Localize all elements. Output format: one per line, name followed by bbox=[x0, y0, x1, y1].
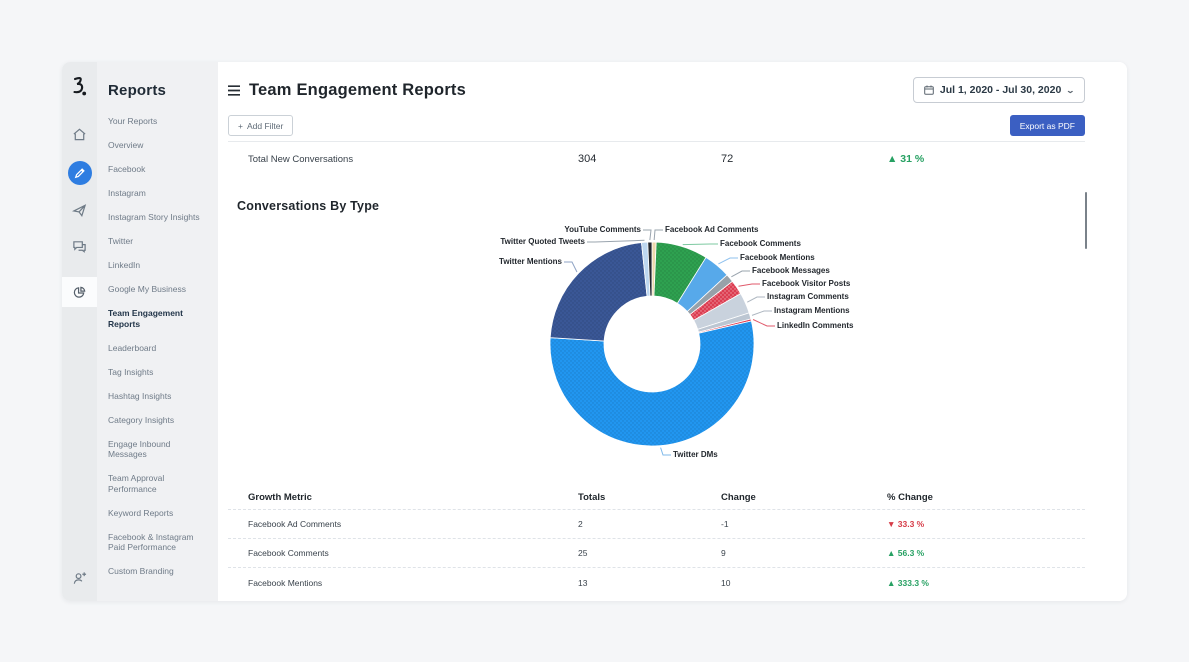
sidebar-item-keyword-reports[interactable]: Keyword Reports bbox=[108, 508, 218, 519]
summary-totals: 304 bbox=[578, 153, 721, 165]
sidebar-item-twitter[interactable]: Twitter bbox=[108, 236, 218, 247]
table-row: Facebook Ad Comments2-1▼ 33.3 % bbox=[228, 510, 1085, 539]
growth-table: Facebook Ad Comments2-1▼ 33.3 %Facebook … bbox=[228, 510, 1085, 597]
sidebar-item-team-approval-performance[interactable]: Team Approval Performance bbox=[108, 473, 218, 494]
slice-label-facebook-visitor-posts: Facebook Visitor Posts bbox=[762, 279, 850, 289]
rail-active-indicator bbox=[62, 277, 97, 307]
cell-metric: Facebook Ad Comments bbox=[248, 519, 578, 529]
cell-pct-change: ▲ 56.3 % bbox=[887, 548, 1085, 558]
slice-label-instagram-mentions: Instagram Mentions bbox=[774, 306, 850, 316]
sidebar-item-tag-insights[interactable]: Tag Insights bbox=[108, 367, 218, 378]
summary-pct-change: ▲ 31 % bbox=[887, 153, 1085, 165]
app-window: Reports Your Reports Overview Facebook Inst… bbox=[62, 62, 1127, 601]
sidebar-item-linkedin[interactable]: LinkedIn bbox=[108, 260, 218, 271]
slice-label-facebook-mentions: Facebook Mentions bbox=[740, 253, 815, 263]
col-header-pct: % Change bbox=[887, 492, 1085, 503]
sidebar-nav-list: Your Reports Overview Facebook Instagram Ins… bbox=[108, 116, 218, 577]
sidebar-item-your-reports[interactable]: Your Reports bbox=[108, 116, 218, 127]
cell-totals: 2 bbox=[578, 519, 721, 529]
donut-chart: Facebook Ad Comments Facebook Comments Fac… bbox=[228, 218, 1085, 476]
slice-label-twitter-dms: Twitter DMs bbox=[673, 450, 718, 460]
add-filter-label: Add Filter bbox=[247, 121, 283, 131]
slice-label-twitter-quoted-tweets: Twitter Quoted Tweets bbox=[500, 237, 585, 247]
add-filter-button[interactable]: + Add Filter bbox=[228, 115, 293, 136]
cell-metric: Facebook Comments bbox=[248, 548, 578, 558]
cell-change: 10 bbox=[721, 578, 887, 588]
col-header-totals: Totals bbox=[578, 492, 721, 503]
growth-table-header: Growth Metric Totals Change % Change bbox=[228, 486, 1085, 510]
icon-rail bbox=[62, 62, 97, 601]
sidebar-item-instagram-story-insights[interactable]: Instagram Story Insights bbox=[108, 212, 218, 223]
page-title: Team Engagement Reports bbox=[249, 81, 466, 100]
date-range-picker[interactable]: Jul 1, 2020 - Jul 30, 2020 ⌄ bbox=[913, 77, 1085, 103]
cell-totals: 13 bbox=[578, 578, 721, 588]
messages-icon[interactable] bbox=[62, 233, 97, 259]
paper-plane-icon[interactable] bbox=[62, 197, 97, 223]
reports-sidebar: Reports Your Reports Overview Facebook Inst… bbox=[97, 62, 218, 601]
date-range-value: Jul 1, 2020 - Jul 30, 2020 bbox=[940, 84, 1061, 96]
collapse-sidebar-icon[interactable] bbox=[228, 85, 241, 96]
slice-label-facebook-ad-comments: Facebook Ad Comments bbox=[665, 225, 759, 235]
main-content: Team Engagement Reports Jul 1, 2020 - Ju… bbox=[218, 62, 1127, 601]
sidebar-item-leaderboard[interactable]: Leaderboard bbox=[108, 343, 218, 354]
cell-change: -1 bbox=[721, 519, 887, 529]
col-header-metric: Growth Metric bbox=[248, 492, 578, 503]
summary-change: 72 bbox=[721, 153, 887, 165]
sidebar-item-custom-branding[interactable]: Custom Branding bbox=[108, 566, 218, 577]
slice-label-linkedin-comments: LinkedIn Comments bbox=[777, 321, 853, 331]
home-icon[interactable] bbox=[62, 121, 97, 147]
slice-label-facebook-messages: Facebook Messages bbox=[752, 266, 830, 276]
summary-row: Total New Conversations 304 72 ▲ 31 % bbox=[228, 142, 1085, 176]
slice-label-instagram-comments: Instagram Comments bbox=[767, 292, 849, 302]
sidebar-item-instagram[interactable]: Instagram bbox=[108, 188, 218, 199]
cell-pct-change: ▼ 33.3 % bbox=[887, 519, 1085, 529]
sidebar-item-overview[interactable]: Overview bbox=[108, 140, 218, 151]
sidebar-item-category-insights[interactable]: Category Insights bbox=[108, 415, 218, 426]
brand-logo[interactable] bbox=[70, 73, 90, 101]
table-row: Facebook Comments259▲ 56.3 % bbox=[228, 539, 1085, 568]
cell-pct-change: ▲ 333.3 % bbox=[887, 578, 1085, 588]
col-header-change: Change bbox=[721, 492, 887, 503]
cell-change: 9 bbox=[721, 548, 887, 558]
sidebar-title: Reports bbox=[108, 82, 218, 99]
slice-label-facebook-comments: Facebook Comments bbox=[720, 239, 801, 249]
sidebar-item-hashtag-insights[interactable]: Hashtag Insights bbox=[108, 391, 218, 402]
section-title: Conversations By Type bbox=[237, 199, 1085, 213]
sidebar-item-facebook[interactable]: Facebook bbox=[108, 164, 218, 175]
cell-totals: 25 bbox=[578, 548, 721, 558]
sidebar-item-team-engagement-reports[interactable]: Team Engagement Reports bbox=[108, 308, 218, 329]
plus-icon: + bbox=[238, 121, 243, 131]
sidebar-item-facebook-instagram-paid-performance[interactable]: Facebook & Instagram Paid Performance bbox=[108, 532, 218, 553]
summary-label: Total New Conversations bbox=[248, 154, 578, 165]
pie-chart-icon[interactable] bbox=[72, 285, 87, 300]
export-pdf-button[interactable]: Export as PDF bbox=[1010, 115, 1085, 136]
add-user-icon[interactable] bbox=[62, 565, 97, 591]
chevron-down-icon: ⌄ bbox=[1066, 86, 1075, 95]
slice-label-youtube-comments: YouTube Comments bbox=[564, 225, 641, 235]
sidebar-item-engage-inbound-messages[interactable]: Engage Inbound Messages bbox=[108, 439, 218, 460]
sidebar-item-google-my-business[interactable]: Google My Business bbox=[108, 284, 218, 295]
table-row: Facebook Mentions1310▲ 333.3 % bbox=[228, 568, 1085, 597]
compose-pencil-icon[interactable] bbox=[68, 161, 92, 185]
slice-label-twitter-mentions: Twitter Mentions bbox=[499, 257, 562, 267]
cell-metric: Facebook Mentions bbox=[248, 578, 578, 588]
calendar-icon bbox=[924, 85, 934, 95]
scrollbar-thumb[interactable] bbox=[1085, 192, 1087, 249]
